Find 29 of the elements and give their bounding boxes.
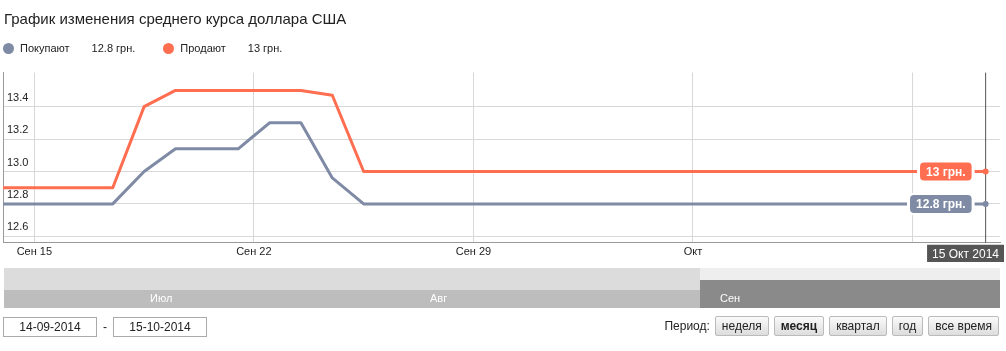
text: неделя xyxy=(714,316,769,336)
data-label: 13 грн. xyxy=(926,164,966,179)
text: 12.8 грн. xyxy=(91,42,136,54)
x-tick-label: Окт xyxy=(683,245,703,258)
x-tick-label: Сен 29 xyxy=(455,245,492,258)
text: квартал xyxy=(829,316,887,336)
y-tick-label: 13.0 xyxy=(7,155,29,168)
text: Июл xyxy=(150,292,173,304)
text: все время xyxy=(928,316,999,336)
text: Период: xyxy=(664,319,710,333)
text: Авг xyxy=(430,292,448,304)
legend-label: Продают xyxy=(180,42,226,54)
text: - xyxy=(103,320,107,334)
chart-title: График изменения среднего курса доллара США xyxy=(4,10,347,27)
text: месяц xyxy=(773,316,825,336)
y-tick-label: 13.2 xyxy=(7,123,29,136)
data-label: 12.8 грн. xyxy=(916,197,966,212)
text: 13 грн. xyxy=(247,42,283,54)
text: год xyxy=(891,316,924,336)
text: 15-10-2014 xyxy=(113,317,207,337)
ref-line-label: 15 Окт 2014 xyxy=(932,247,1000,262)
text: Сен xyxy=(720,292,741,304)
x-tick-label: Сен 15 xyxy=(16,245,53,258)
legend-label: Покупают xyxy=(20,42,70,54)
y-tick-label: 12.8 xyxy=(7,187,29,200)
x-tick-label: Сен 22 xyxy=(236,245,272,258)
text: 14-09-2014 xyxy=(3,317,97,337)
y-tick-label: 13.4 xyxy=(7,90,29,103)
y-tick-label: 12.6 xyxy=(7,220,29,233)
